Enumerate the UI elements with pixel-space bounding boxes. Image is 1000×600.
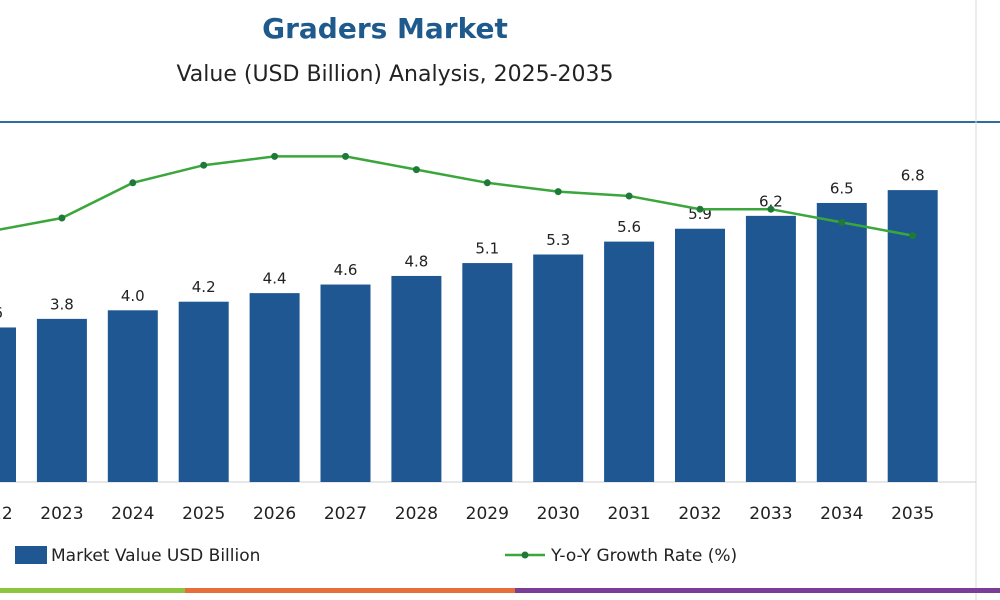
growth-point xyxy=(909,232,917,240)
growth-point xyxy=(483,179,491,187)
bar xyxy=(36,318,87,482)
footer-strip xyxy=(515,588,1000,593)
value-label: 6.8 xyxy=(901,167,925,185)
value-label: 5.6 xyxy=(617,218,641,236)
bar xyxy=(533,254,584,482)
bar xyxy=(178,301,229,482)
x-tick-label: 2023 xyxy=(40,504,83,524)
x-tick-label: 2035 xyxy=(891,504,934,524)
value-label: 3.8 xyxy=(50,295,74,313)
bar xyxy=(604,241,655,482)
x-tick-label: 2032 xyxy=(678,504,721,524)
bar xyxy=(320,284,371,482)
x-tick-label: 2031 xyxy=(607,504,650,524)
bar xyxy=(249,293,300,482)
bar xyxy=(745,215,796,483)
bar xyxy=(816,202,867,482)
bar xyxy=(675,228,725,482)
legend-label: Y-o-Y Growth Rate (%) xyxy=(550,546,737,566)
growth-point xyxy=(696,205,704,213)
x-tick-label: 2030 xyxy=(537,504,580,524)
bar xyxy=(107,310,158,482)
growth-point xyxy=(767,205,775,213)
x-tick-label: 2026 xyxy=(253,504,296,524)
value-label: 4.0 xyxy=(121,287,145,305)
growth-line xyxy=(0,155,913,237)
growth-point xyxy=(200,161,208,169)
growth-point xyxy=(625,192,633,200)
growth-point xyxy=(838,218,846,226)
value-label: 3.6 xyxy=(0,304,3,322)
x-tick-label: 2024 xyxy=(111,504,154,524)
x-tick-label: 2034 xyxy=(820,504,863,524)
growth-point xyxy=(412,166,420,174)
legend-swatch xyxy=(521,551,529,559)
x-tick-label: 2033 xyxy=(749,504,792,524)
chart-subtitle: Value (USD Billion) Analysis, 2025-2035 xyxy=(176,62,613,87)
value-label: 4.6 xyxy=(334,261,358,279)
value-label: 6.5 xyxy=(830,179,854,197)
legend-label: Market Value USD Billion xyxy=(51,546,260,566)
x-tick-label: 2028 xyxy=(395,504,438,524)
growth-point xyxy=(271,152,279,160)
footer-strip xyxy=(0,588,185,593)
value-label: 5.1 xyxy=(475,240,499,258)
x-tick-label: 2029 xyxy=(466,504,509,524)
growth-point xyxy=(342,152,349,160)
value-label: 4.4 xyxy=(263,270,287,288)
footer-strip xyxy=(185,588,515,593)
chart-title: Graders Market xyxy=(262,12,508,45)
bar xyxy=(462,263,513,482)
growth-point xyxy=(58,214,66,222)
value-label: 4.2 xyxy=(192,278,216,296)
bar xyxy=(391,275,442,482)
growth-point xyxy=(129,179,137,187)
growth-point xyxy=(554,188,562,196)
x-tick-label: 2025 xyxy=(182,504,225,524)
x-tick-label: 2022 xyxy=(0,504,13,524)
x-tick-label: 2027 xyxy=(324,504,367,524)
bar xyxy=(0,327,16,482)
value-label: 4.8 xyxy=(404,252,428,270)
value-label: 5.3 xyxy=(546,231,570,249)
legend-swatch xyxy=(15,546,47,564)
value-label: 6.2 xyxy=(759,192,783,210)
